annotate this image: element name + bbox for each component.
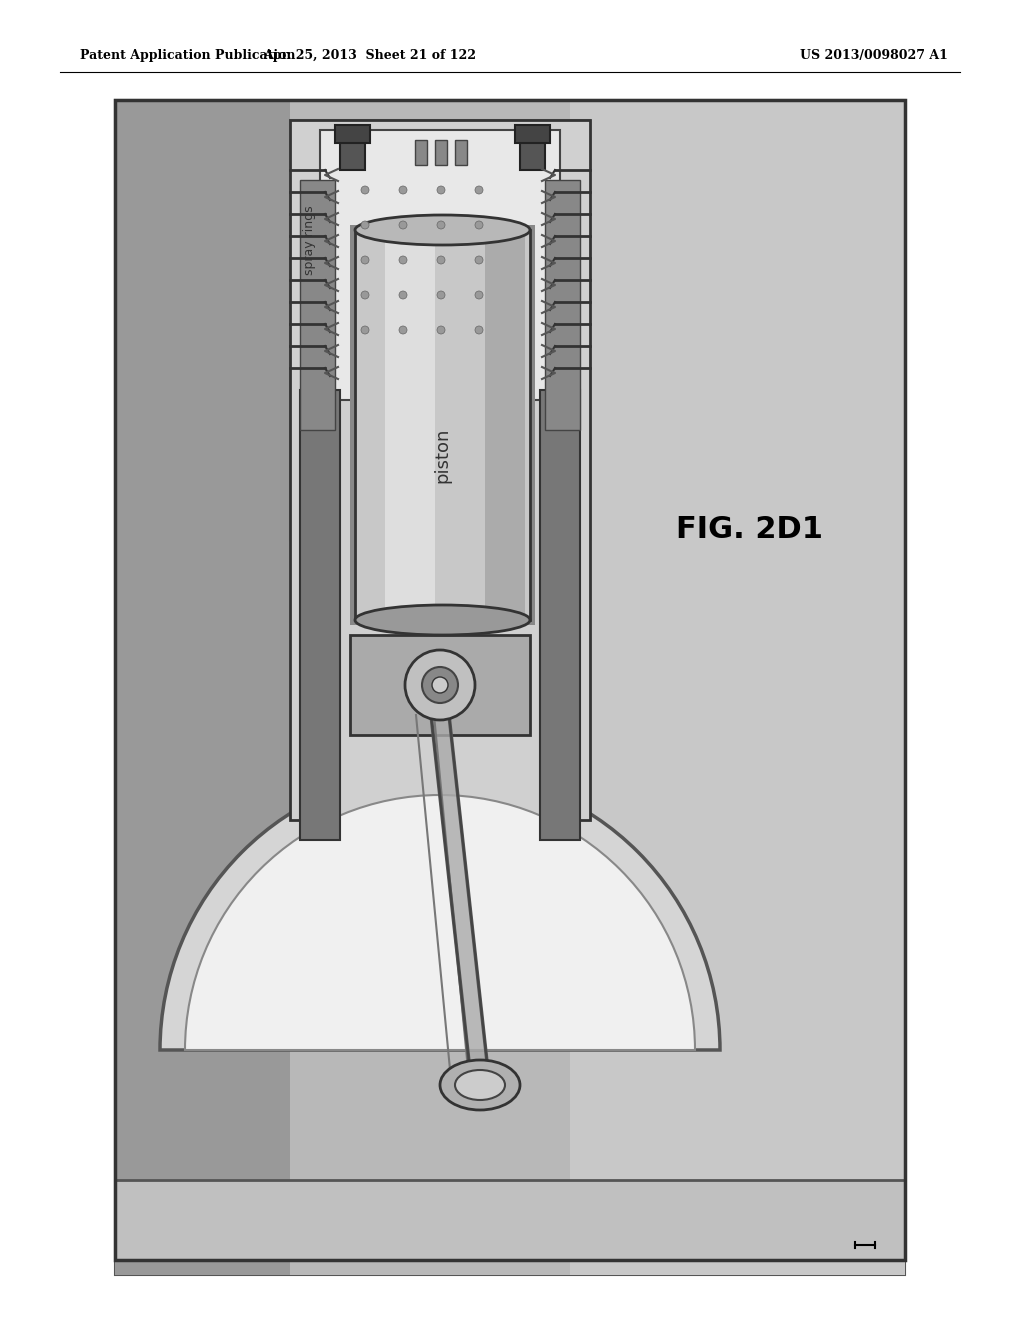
Circle shape [475,326,483,334]
Circle shape [437,326,445,334]
Bar [570,100,905,1275]
Bar [385,235,435,615]
Circle shape [361,186,369,194]
Text: piston: piston [433,428,452,483]
Text: US 2013/0098027 A1: US 2013/0098027 A1 [800,49,948,62]
Bar [300,389,340,840]
Bar [350,635,530,735]
Bar [415,140,427,165]
Text: spray rings: spray rings [303,205,316,275]
Circle shape [399,186,407,194]
Circle shape [432,677,449,693]
Text: Apr. 25, 2013  Sheet 21 of 122: Apr. 25, 2013 Sheet 21 of 122 [263,49,476,62]
Circle shape [406,649,475,719]
Circle shape [437,290,445,300]
Bar [540,389,580,840]
Bar [435,140,447,165]
Circle shape [475,186,483,194]
Circle shape [475,220,483,228]
Bar [520,140,545,170]
Text: FIG. 2D1: FIG. 2D1 [677,516,823,544]
Text: Patent Application Publication: Patent Application Publication [80,49,296,62]
Circle shape [475,290,483,300]
Bar [340,140,365,170]
Bar [115,1180,905,1261]
Circle shape [437,220,445,228]
Circle shape [422,667,458,704]
Bar [545,180,580,430]
Circle shape [399,326,407,334]
Bar [115,100,905,1275]
Ellipse shape [355,605,530,635]
Bar [335,125,370,143]
Bar [290,120,590,540]
Bar [319,129,560,400]
Ellipse shape [440,1060,520,1110]
Bar [355,230,530,620]
Circle shape [361,326,369,334]
Bar [485,235,525,615]
Bar [300,180,335,430]
Bar [115,100,905,1261]
Circle shape [399,220,407,228]
Circle shape [361,256,369,264]
Circle shape [399,290,407,300]
Ellipse shape [355,215,530,246]
Circle shape [437,256,445,264]
Circle shape [475,256,483,264]
Bar [515,125,550,143]
Bar [350,224,535,624]
Bar [290,120,590,820]
Circle shape [437,186,445,194]
Bar [115,100,290,1275]
Wedge shape [185,795,695,1049]
Bar [455,140,467,165]
Circle shape [361,220,369,228]
Wedge shape [160,770,720,1049]
Circle shape [399,256,407,264]
Bar [290,100,570,1275]
Ellipse shape [455,1071,505,1100]
Circle shape [361,290,369,300]
Polygon shape [431,715,489,1080]
